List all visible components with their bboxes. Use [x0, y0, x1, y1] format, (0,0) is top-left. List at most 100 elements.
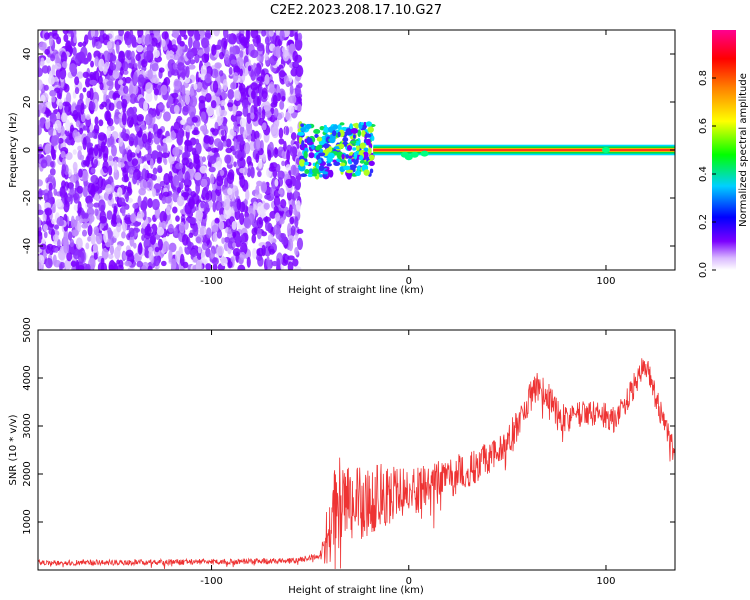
- heatmap-signal-cell: [348, 155, 353, 159]
- heatmap-noise-cell: [152, 255, 161, 267]
- heatmap-noise-cell: [231, 30, 240, 34]
- heatmap-noise-cell: [112, 92, 117, 101]
- heatmap-noise-cell: [233, 121, 238, 127]
- heatmap-noise-cell: [60, 112, 68, 123]
- heatmap-noise-cell: [255, 184, 260, 196]
- heatmap-noise-cell: [296, 103, 302, 112]
- heatmap-noise-cell: [126, 115, 134, 128]
- heatmap-noise-cell: [182, 261, 189, 269]
- heatmap-noise-cell: [162, 191, 170, 197]
- heatmap-noise-cell: [190, 190, 197, 198]
- heatmap-noise-cell: [145, 91, 153, 103]
- heatmap-noise-cell: [51, 135, 60, 146]
- heatmap-noise-cell: [175, 250, 181, 263]
- heatmap-noise-cell: [168, 249, 173, 263]
- heatmap-noise-cell: [65, 151, 73, 161]
- heatmap-band-blob: [420, 150, 429, 157]
- heatmap-signal-cell: [365, 121, 373, 127]
- heatmap-noise-cell: [58, 101, 63, 110]
- heatmap-noise-cell: [250, 30, 259, 39]
- heatmap-signal-cell: [304, 161, 310, 166]
- heatmap-noise-cell: [214, 121, 219, 130]
- heatmap-noise-cell: [109, 245, 115, 255]
- heatmap-noise-cell: [132, 84, 139, 95]
- heatmap-noise-cell: [199, 225, 207, 236]
- heatmap-noise-cell: [80, 112, 86, 123]
- heatmap-noise-cell: [262, 154, 267, 162]
- heatmap-noise-cell: [200, 178, 208, 188]
- heatmap-noise-cell: [90, 60, 95, 68]
- heatmap-noise-cell: [239, 117, 247, 128]
- heatmap-noise-cell: [70, 215, 75, 228]
- heatmap-noise-cell: [258, 159, 263, 170]
- heatmap-signal-cell: [312, 168, 319, 175]
- heatmap-noise-cell: [49, 89, 57, 97]
- heatmap-band-blob: [601, 147, 610, 153]
- heatmap-noise-cell: [247, 65, 252, 72]
- heatmap-signal-cell: [333, 146, 341, 150]
- heatmap-noise-cell: [93, 226, 99, 236]
- heatmap-noise-cell: [76, 185, 84, 194]
- heatmap-signal-cell: [301, 139, 305, 148]
- heatmap-noise-cell: [238, 33, 245, 44]
- heatmap-noise-cell: [154, 246, 160, 253]
- heatmap-noise-cell: [263, 216, 272, 223]
- heatmap-noise-cell: [223, 236, 231, 243]
- heatmap-noise-cell: [85, 242, 90, 250]
- heatmap-noise-cell: [156, 176, 161, 183]
- heatmap-noise-cell: [278, 127, 284, 139]
- heatmap-noise-cell: [121, 112, 127, 126]
- heatmap-noise-cell: [150, 133, 154, 140]
- heatmap-noise-cell: [86, 132, 95, 138]
- heatmap-noise-cell: [250, 90, 256, 100]
- heatmap-noise-cell: [161, 220, 167, 230]
- heatmap-noise-cell: [94, 56, 99, 67]
- heatmap-noise-cell: [147, 197, 153, 209]
- heatmap-noise-cell: [62, 30, 69, 35]
- heatmap-noise-cell: [172, 62, 178, 70]
- heatmap-noise-cell: [200, 111, 207, 122]
- heatmap-noise-cell: [283, 140, 287, 152]
- heatmap-noise-cell: [102, 153, 108, 162]
- heatmap-noise-cell: [91, 36, 96, 48]
- heatmap-noise-cell: [273, 195, 281, 208]
- heatmap-noise-cell: [237, 264, 246, 270]
- heatmap-noise-cell: [85, 263, 91, 270]
- heatmap-noise-cell: [40, 159, 48, 169]
- heatmap-panel: -100 0 100 -40 -20 0 20 40 Height of straight …: [8, 29, 676, 296]
- heatmap-signal-cell: [308, 152, 315, 159]
- heatmap-noise-cell: [198, 95, 207, 104]
- heatmap-signal-cell: [346, 145, 353, 151]
- heatmap-noise-cell: [82, 229, 88, 237]
- heatmap-noise-cell: [222, 78, 228, 92]
- heatmap-noise-cell: [121, 156, 125, 164]
- heatmap-band-blob: [410, 151, 419, 158]
- heatmap-noise-cell: [157, 165, 163, 173]
- heatmap-noise-cell: [257, 256, 264, 267]
- heatmap-noise-cell: [118, 197, 126, 206]
- heatmap-noise-cell: [239, 167, 246, 174]
- heatmap-noise-cell: [162, 240, 170, 253]
- heatmap-noise-cell: [128, 227, 135, 238]
- heatmap-noise-cell: [197, 49, 205, 56]
- heatmap-noise-cell: [173, 104, 180, 114]
- heatmap-noise-cell: [82, 57, 89, 65]
- heatmap-noise-cell: [227, 240, 234, 249]
- heatmap-noise-cell: [61, 180, 66, 189]
- heatmap-noise-cell: [93, 144, 99, 157]
- heatmap-noise-cell: [178, 94, 183, 103]
- heatmap-noise-cell: [108, 194, 112, 201]
- heatmap-noise-cell: [194, 172, 202, 181]
- heatmap-noise-cell: [246, 256, 251, 268]
- heatmap-noise-cell: [82, 137, 87, 151]
- heatmap-noise-cell: [63, 83, 70, 93]
- snr-x-axis-label: Height of straight line (km): [288, 585, 424, 596]
- heatmap-noise-cell: [59, 70, 67, 79]
- heatmap-noise-cell: [227, 88, 235, 100]
- heatmap-noise-cell: [52, 32, 59, 40]
- heatmap-band-core: [373, 149, 675, 151]
- heatmap-noise-cell: [255, 137, 261, 150]
- heatmap-noise-cell: [145, 82, 153, 94]
- heatmap-signal-cell: [316, 163, 320, 170]
- heatmap-noise-cell: [252, 201, 258, 210]
